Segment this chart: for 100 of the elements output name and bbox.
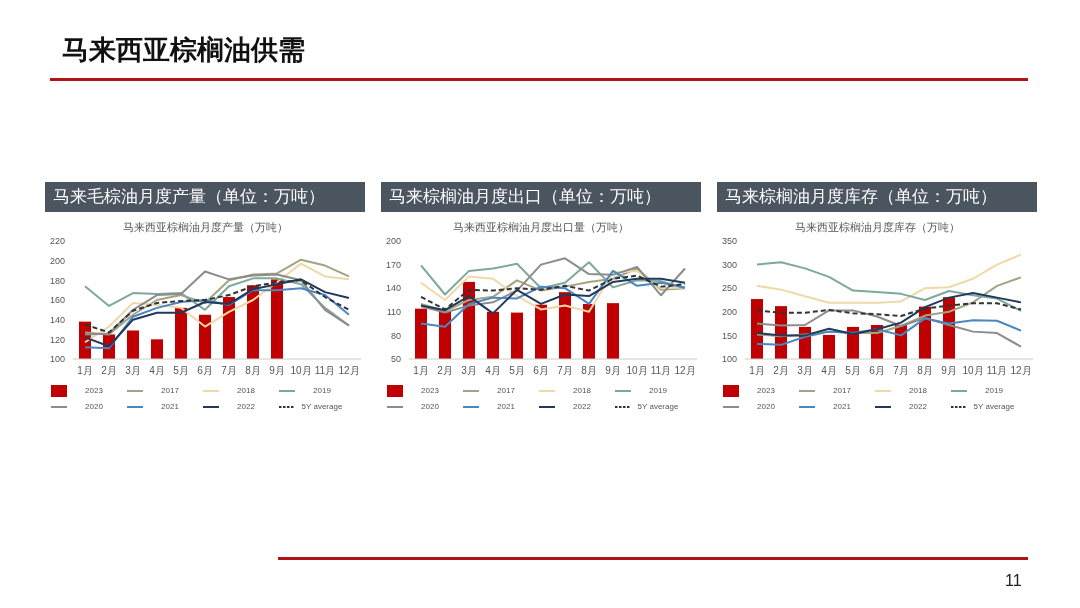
y-tick-label: 120 bbox=[49, 334, 65, 345]
legend-label: 2020 bbox=[84, 402, 104, 412]
chart-subtitle: 马来西亚棕榈油月度出口量（万吨） bbox=[452, 220, 630, 235]
x-tick-label: 3月 bbox=[797, 365, 813, 377]
legend-label: 2021 bbox=[160, 402, 180, 412]
y-tick-label: 200 bbox=[49, 255, 65, 266]
chart-title: 马来棕榈油月度出口（单位：万吨） bbox=[381, 182, 701, 212]
x-tick-label: 7月 bbox=[221, 365, 237, 377]
y-tick-label: 350 bbox=[721, 236, 737, 247]
x-tick-label: 9月 bbox=[269, 365, 285, 377]
y-tick-label: 300 bbox=[721, 259, 737, 270]
legend-label: 2019 bbox=[984, 386, 1004, 396]
x-tick-label: 8月 bbox=[917, 365, 933, 377]
legend-label: 2021 bbox=[832, 402, 852, 412]
line-series bbox=[420, 269, 686, 328]
line-series bbox=[756, 309, 1022, 348]
legend-label: 5Y average bbox=[300, 402, 344, 412]
x-tick-label: 4月 bbox=[485, 365, 501, 377]
y-tick-label: 100 bbox=[49, 354, 65, 365]
x-tick-label: 10月 bbox=[626, 365, 648, 377]
text: 11 bbox=[1005, 572, 1022, 590]
x-tick-label: 5月 bbox=[509, 365, 525, 377]
x-tick-label: 7月 bbox=[557, 365, 573, 377]
x-tick-label: 10月 bbox=[962, 365, 984, 377]
y-tick-label: 110 bbox=[386, 306, 401, 317]
legend-label: 2020 bbox=[420, 402, 440, 412]
x-tick-label: 9月 bbox=[941, 365, 957, 377]
y-tick-label: 200 bbox=[385, 236, 401, 247]
text: 马来西亚棕榈油供需 bbox=[62, 34, 305, 67]
x-tick-label: 12月 bbox=[1010, 365, 1032, 377]
x-tick-label: 3月 bbox=[461, 365, 477, 377]
chart-subtitle: 马来西亚棕榈油月度产量（万吨） bbox=[121, 220, 289, 235]
x-tick-label: 6月 bbox=[533, 365, 549, 377]
x-tick-label: 8月 bbox=[245, 365, 261, 377]
y-tick-label: 170 bbox=[385, 259, 401, 270]
legend-label: 2017 bbox=[160, 386, 180, 396]
y-tick-label: 200 bbox=[721, 306, 737, 317]
chart-title: 马来毛棕油月度产量（单位：万吨） bbox=[45, 182, 365, 212]
line-series bbox=[84, 279, 350, 334]
x-tick-label: 12月 bbox=[338, 365, 360, 377]
x-tick-label: 9月 bbox=[605, 365, 621, 377]
legend-label: 2023 bbox=[420, 386, 440, 396]
x-tick-label: 11月 bbox=[314, 365, 336, 377]
y-tick-label: 50 bbox=[390, 354, 401, 365]
x-tick-label: 5月 bbox=[845, 365, 861, 377]
x-tick-label: 8月 bbox=[581, 365, 597, 377]
chart-subtitle: 马来西亚棕榈油月度库存（万吨） bbox=[793, 220, 961, 235]
legend-label: 2019 bbox=[312, 386, 332, 396]
x-tick-label: 2月 bbox=[437, 365, 453, 377]
legend-label: 2023 bbox=[756, 386, 776, 396]
y-tick-label: 80 bbox=[390, 330, 401, 341]
x-tick-label: 2月 bbox=[773, 365, 789, 377]
x-tick-label: 1月 bbox=[749, 365, 765, 377]
legend-label: 2022 bbox=[236, 402, 256, 412]
line-series bbox=[756, 302, 1022, 318]
line-series bbox=[84, 287, 350, 350]
x-tick-label: 7月 bbox=[893, 365, 909, 377]
legend-label: 2018 bbox=[908, 386, 928, 396]
line-series bbox=[756, 261, 1022, 312]
x-tick-label: 1月 bbox=[77, 365, 93, 377]
legend-label: 2021 bbox=[496, 402, 516, 412]
line-series bbox=[420, 257, 686, 314]
y-tick-label: 140 bbox=[49, 314, 65, 325]
x-tick-label: 6月 bbox=[869, 365, 885, 377]
x-tick-label: 10月 bbox=[290, 365, 312, 377]
y-tick-label: 160 bbox=[49, 295, 65, 306]
x-tick-label: 2月 bbox=[101, 365, 117, 377]
x-tick-label: 11月 bbox=[986, 365, 1008, 377]
x-tick-label: 4月 bbox=[149, 365, 165, 377]
x-tick-label: 1月 bbox=[413, 365, 429, 377]
legend-label: 5Y average bbox=[636, 402, 680, 412]
x-tick-label: 4月 bbox=[821, 365, 837, 377]
x-tick-label: 5月 bbox=[173, 365, 189, 377]
legend-label: 5Y average bbox=[972, 402, 1016, 412]
line-series bbox=[756, 253, 1022, 304]
x-tick-label: 11月 bbox=[650, 365, 672, 377]
y-tick-label: 250 bbox=[721, 283, 737, 294]
x-tick-label: 3月 bbox=[125, 365, 141, 377]
y-tick-label: 150 bbox=[721, 330, 737, 341]
legend-label: 2020 bbox=[756, 402, 776, 412]
legend-label: 2017 bbox=[496, 386, 516, 396]
x-tick-label: 6月 bbox=[197, 365, 213, 377]
line-series bbox=[756, 317, 1022, 346]
legend-label: 2019 bbox=[648, 386, 668, 396]
legend-label: 2022 bbox=[908, 402, 928, 412]
legend-label: 2018 bbox=[572, 386, 592, 396]
legend-label: 2022 bbox=[572, 402, 592, 412]
chart-title: 马来棕榈油月度库存（单位：万吨） bbox=[717, 182, 1037, 212]
line-series bbox=[420, 261, 686, 296]
y-tick-label: 140 bbox=[385, 283, 401, 294]
y-tick-label: 100 bbox=[721, 354, 737, 365]
line-series bbox=[84, 278, 350, 348]
y-tick-label: 180 bbox=[49, 275, 65, 286]
y-tick-label: 220 bbox=[49, 236, 65, 247]
line-series bbox=[756, 291, 1022, 337]
legend-label: 2017 bbox=[832, 386, 852, 396]
line-series bbox=[84, 270, 350, 336]
x-tick-label: 12月 bbox=[674, 365, 696, 377]
legend-label: 2018 bbox=[236, 386, 256, 396]
legend-label: 2023 bbox=[84, 386, 104, 396]
